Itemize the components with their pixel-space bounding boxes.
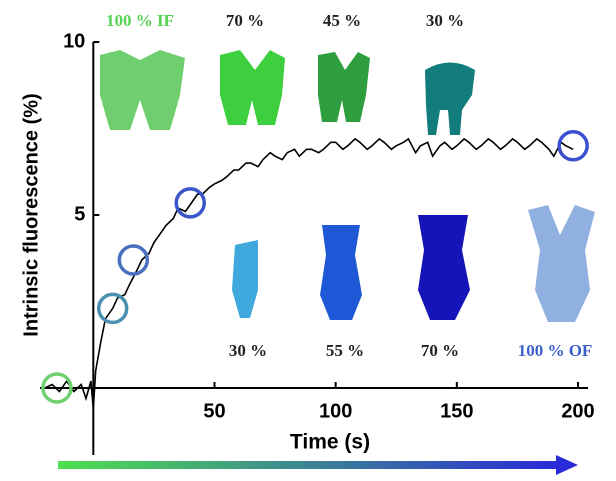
y-tick-label: 10 [63, 30, 85, 52]
highlight-circle [41, 372, 73, 404]
structure-of-70 [418, 215, 470, 320]
structure-of-55 [320, 225, 362, 320]
annotation: 55 % [326, 341, 364, 360]
fluorescence-line [44, 137, 574, 409]
annotation: 45 % [323, 11, 361, 30]
y-tick-label: 5 [74, 203, 85, 225]
highlight-circle [557, 130, 589, 162]
highlight-circle [174, 187, 207, 219]
annotation: 30 % [426, 11, 464, 30]
annotation: 70 % [226, 11, 264, 30]
y-axis-label: Intrinsic fluorescence (%) [20, 93, 42, 336]
x-tick-label: 100 [319, 400, 352, 422]
structure-of-100 [528, 205, 595, 322]
x-axis-label: Time (s) [290, 431, 370, 454]
x-tick-label: 50 [203, 400, 225, 422]
time-arrow [58, 461, 558, 469]
structure-of-30 [232, 240, 258, 318]
highlight-circle [96, 292, 129, 325]
annotation: 30 % [229, 341, 267, 360]
x-tick-label: 150 [440, 400, 473, 422]
time-arrow-head [556, 455, 578, 475]
annotation: 70 % [421, 341, 459, 360]
highlight-circle [117, 244, 150, 276]
annotation: 100 % IF [106, 11, 174, 30]
structure-if-30 [425, 62, 475, 135]
annotation: 100 % OF [518, 341, 593, 360]
x-tick-label: 200 [561, 400, 594, 422]
structures [100, 50, 595, 322]
structure-if-100 [100, 50, 185, 130]
structure-if-70 [220, 50, 285, 125]
structure-if-45 [318, 52, 370, 122]
